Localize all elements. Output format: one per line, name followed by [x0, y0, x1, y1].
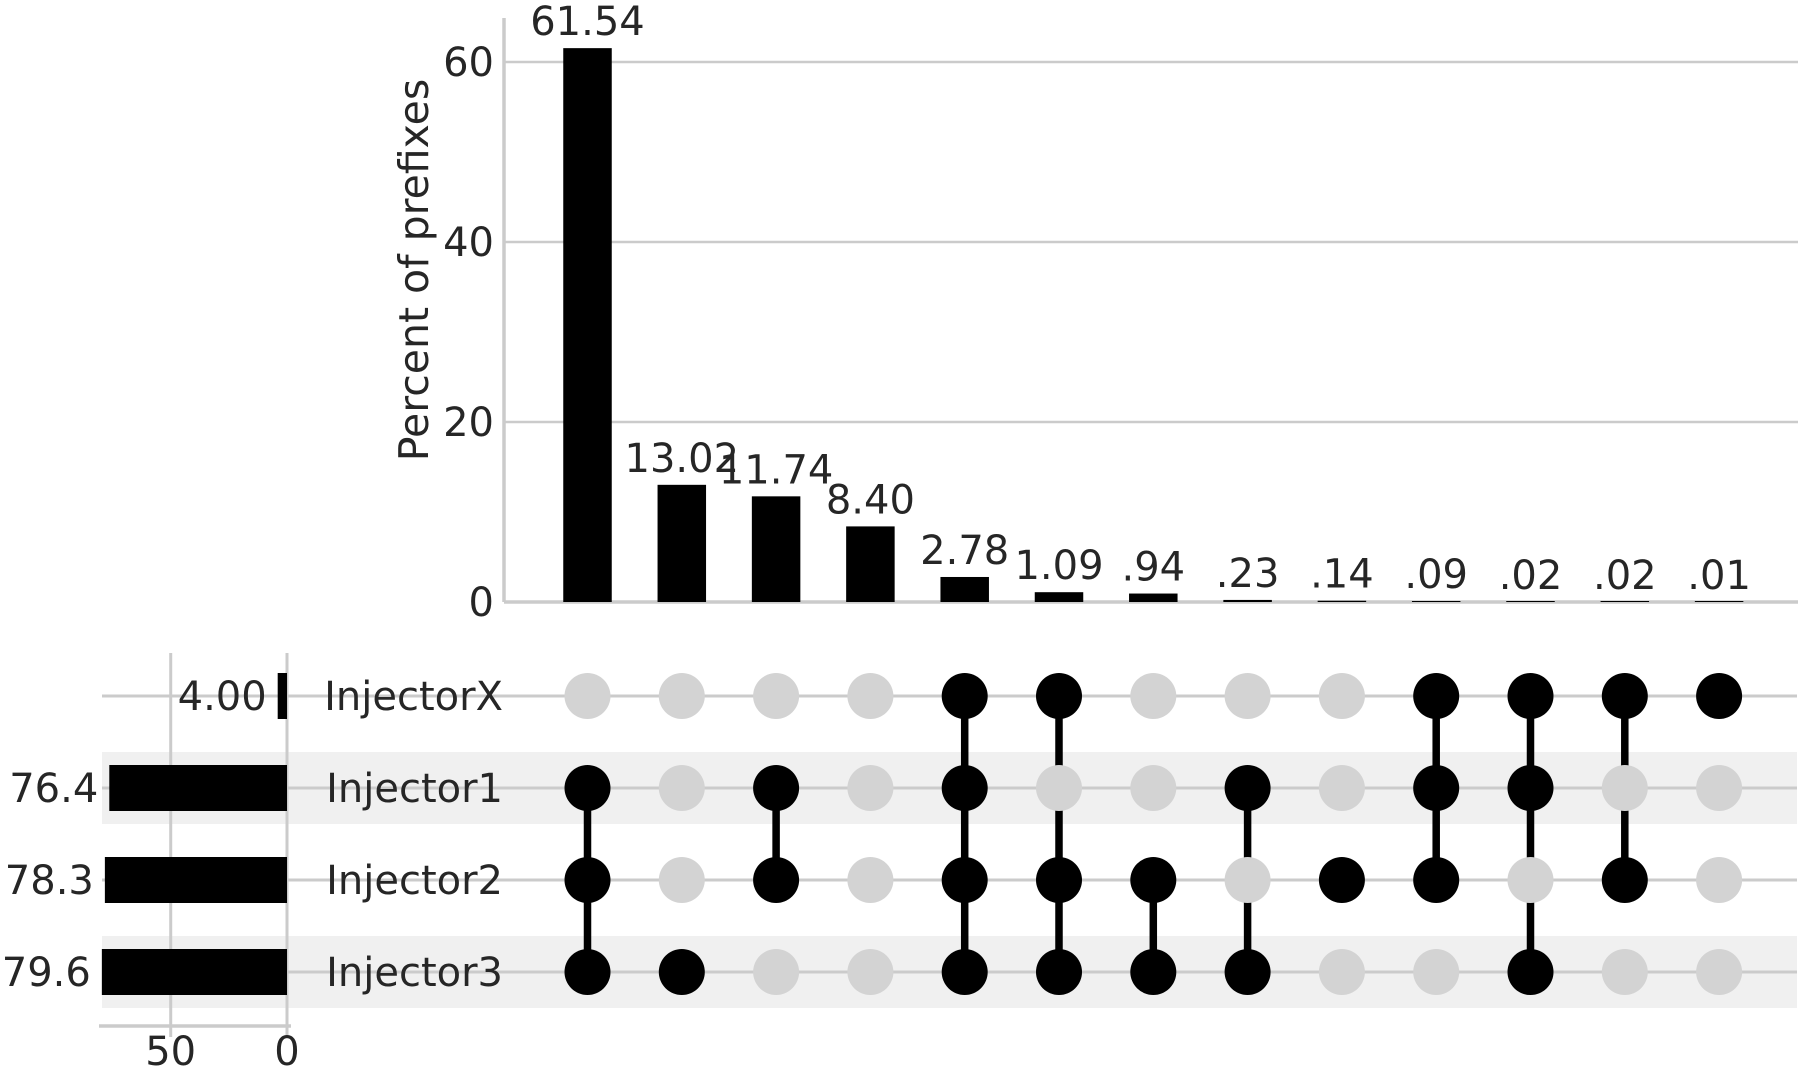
intersection-bar-value: .23	[1216, 551, 1280, 597]
intersection-bar-value: 13.02	[625, 436, 740, 482]
set-label: InjectorX	[324, 674, 503, 720]
set-label: Injector2	[326, 858, 503, 904]
matrix-dot-inactive	[1696, 857, 1743, 903]
matrix-dot-active	[1507, 949, 1554, 995]
intersection-bar	[1129, 593, 1178, 602]
intersection-bar	[751, 496, 801, 602]
matrix-dot-active	[1036, 857, 1082, 903]
intersection-bar-value: .02	[1499, 553, 1563, 599]
set-size-value: 79.6	[2, 950, 91, 996]
matrix-dot-active	[1036, 949, 1082, 995]
matrix-dot-active	[658, 949, 705, 995]
matrix-dot-inactive	[1318, 673, 1365, 719]
matrix-dot-inactive	[1696, 765, 1743, 811]
matrix-dot-inactive	[1507, 857, 1554, 903]
matrix-dot-inactive	[1036, 765, 1082, 811]
y-axis-label: Percent of prefixes	[390, 78, 438, 462]
matrix-dot-inactive	[658, 765, 705, 811]
matrix-dot-inactive	[1130, 673, 1177, 719]
matrix-dot-active	[1130, 949, 1177, 995]
matrix-dot-inactive	[847, 857, 894, 903]
matrix-dot-inactive	[1224, 673, 1271, 719]
matrix-dot-active	[1696, 673, 1743, 719]
matrix-dot-active	[753, 765, 800, 811]
intersection-bar	[1506, 601, 1555, 602]
matrix-dot-active	[1224, 949, 1271, 995]
matrix-dot-inactive	[658, 857, 705, 903]
matrix-dot-active	[941, 949, 988, 995]
matrix-dot-active	[1507, 765, 1554, 811]
intersection-bar-value: .94	[1121, 545, 1185, 591]
set-size-value: 76.4	[9, 766, 98, 812]
intersection-bar-value: 61.54	[530, 0, 645, 45]
matrix-dot-active	[1413, 857, 1460, 903]
set-size-value: 78.3	[5, 858, 94, 904]
intersection-bar-value: .09	[1404, 552, 1468, 598]
set-size-bar	[104, 857, 287, 903]
y-tick-label: 40	[443, 220, 494, 266]
matrix-dot-inactive	[1601, 765, 1648, 811]
matrix-dot-active	[1601, 673, 1648, 719]
matrix-dot-active	[564, 857, 611, 903]
matrix-dot-inactive	[1318, 765, 1365, 811]
matrix-dot-active	[753, 857, 800, 903]
intersection-bar-value: 1.09	[1014, 543, 1103, 589]
intersection-bar-value: .14	[1310, 552, 1374, 598]
set-size-bar	[277, 673, 287, 719]
matrix-dot-active	[1036, 673, 1082, 719]
matrix-dot-active	[941, 765, 988, 811]
matrix-dot-active	[1507, 673, 1554, 719]
matrix-dot-active	[1413, 673, 1460, 719]
matrix-dot-inactive	[1413, 949, 1460, 995]
set-label: Injector3	[326, 950, 503, 996]
matrix-dot-active	[1130, 857, 1177, 903]
matrix-dot-inactive	[753, 949, 800, 995]
matrix-dot-inactive	[1601, 949, 1648, 995]
intersection-bar	[563, 48, 612, 602]
set-label: Injector1	[326, 766, 503, 812]
matrix-dot-inactive	[1224, 857, 1271, 903]
intersection-bar	[1317, 600, 1367, 602]
intersection-bar	[846, 526, 895, 602]
y-tick-label: 20	[443, 400, 494, 446]
matrix-dot-active	[1224, 765, 1271, 811]
intersection-bar-value: .02	[1593, 553, 1657, 599]
matrix-dot-active	[941, 673, 988, 719]
intersection-bar-value: 11.74	[719, 447, 834, 493]
matrix-dot-inactive	[847, 765, 894, 811]
matrix-dot-inactive	[1696, 949, 1743, 995]
intersection-bar-value: .01	[1687, 553, 1751, 599]
matrix-dot-inactive	[658, 673, 705, 719]
intersection-bar	[1223, 599, 1272, 602]
matrix-dot-active	[1413, 765, 1460, 811]
intersection-bar	[657, 484, 707, 602]
matrix-dot-active	[1601, 857, 1648, 903]
set-size-bar	[109, 765, 287, 811]
setsize-tick-label: 50	[145, 1029, 196, 1075]
matrix-dot-inactive	[847, 949, 894, 995]
matrix-dot-inactive	[753, 673, 800, 719]
intersection-bar	[1034, 592, 1084, 602]
set-size-bar	[101, 949, 287, 995]
matrix-dot-inactive	[564, 673, 611, 719]
y-tick-label: 0	[469, 580, 494, 626]
setsize-tick-label: 0	[274, 1029, 299, 1075]
intersection-bar-value: 2.78	[920, 528, 1009, 574]
intersection-bar-value: 8.40	[826, 477, 915, 523]
matrix-dot-active	[564, 949, 611, 995]
matrix-dot-active	[564, 765, 611, 811]
intersection-bar	[940, 576, 989, 602]
intersection-bar	[1600, 601, 1650, 602]
matrix-dot-inactive	[1130, 765, 1177, 811]
matrix-dot-active	[1318, 857, 1365, 903]
set-size-value: 4.00	[178, 674, 267, 720]
intersection-bar	[1694, 601, 1744, 602]
matrix-dot-active	[941, 857, 988, 903]
matrix-dot-inactive	[847, 673, 894, 719]
y-tick-label: 60	[443, 40, 494, 86]
intersection-bar	[1411, 601, 1461, 602]
matrix-dot-inactive	[1318, 949, 1365, 995]
